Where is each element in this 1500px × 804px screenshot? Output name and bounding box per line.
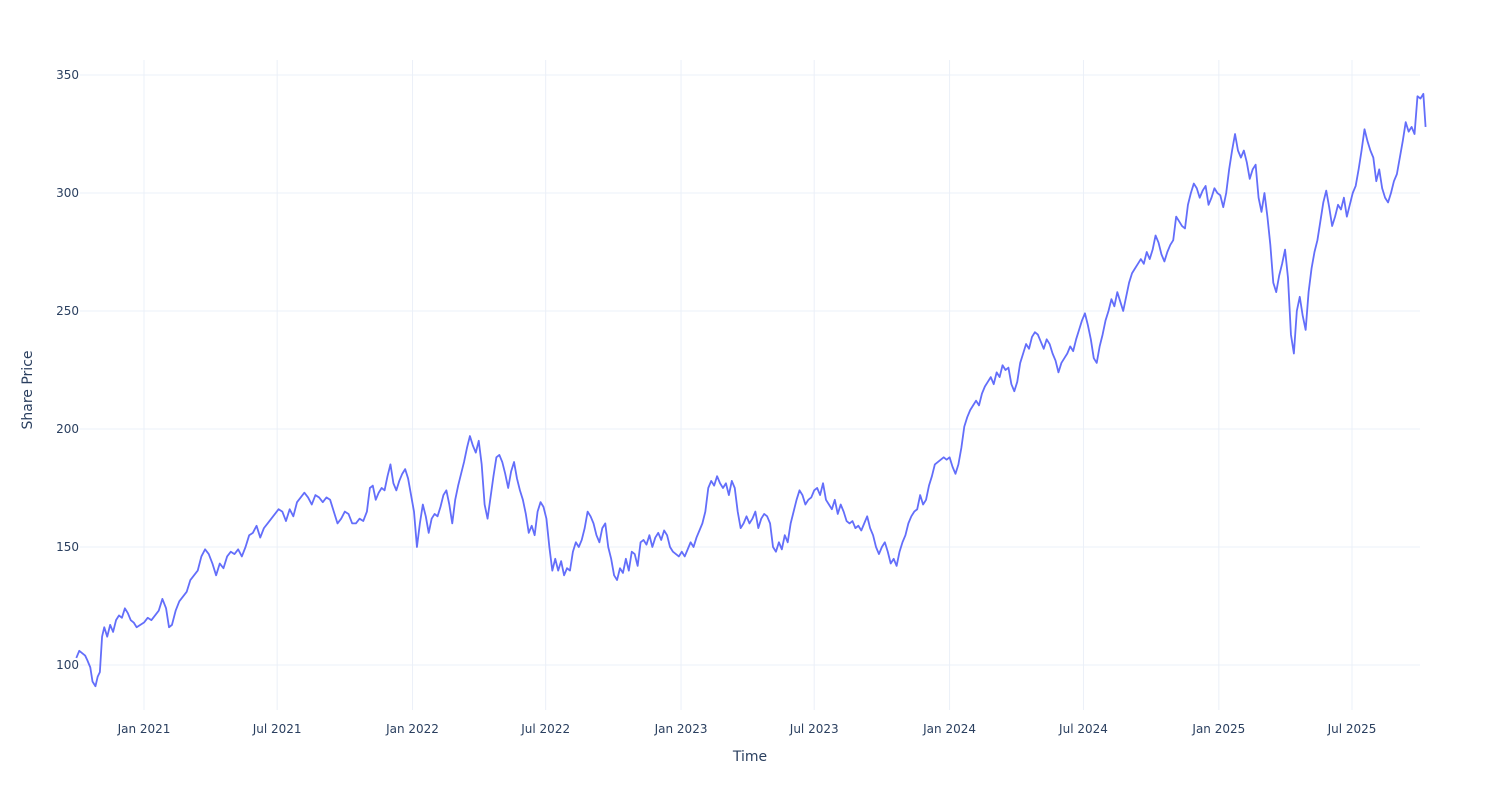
series-layer [75, 92, 1427, 688]
x-tick-label: Jan 2021 [117, 722, 171, 736]
y-tick-label: 300 [56, 186, 79, 200]
x-tick-label: Jul 2023 [789, 722, 839, 736]
x-tick-label: Jan 2023 [654, 722, 708, 736]
x-tick-label: Jul 2025 [1327, 722, 1377, 736]
x-tick-label: Jul 2022 [520, 722, 570, 736]
x-tick-label: Jan 2025 [1191, 722, 1245, 736]
x-tick-label: Jul 2024 [1058, 722, 1108, 736]
y-tick-label: 150 [56, 540, 79, 554]
x-tick-label: Jan 2022 [385, 722, 439, 736]
x-tick-label: Jan 2024 [922, 722, 976, 736]
y-axis-title: Share Price [20, 350, 36, 429]
y-tick-label: 350 [56, 68, 79, 82]
gridlines [80, 60, 1420, 710]
y-tick-label: 200 [56, 422, 79, 436]
y-axis-ticks: 100 150 200 250 300 350 [56, 68, 79, 672]
series-line [75, 92, 1427, 688]
y-tick-label: 250 [56, 304, 79, 318]
x-axis-ticks: Jan 2021 Jul 2021 Jan 2022 Jul 2022 Jan 2023… [117, 722, 1377, 736]
x-tick-label: Jul 2021 [252, 722, 302, 736]
x-axis-title: Time [732, 749, 767, 765]
y-tick-label: 100 [56, 658, 79, 672]
